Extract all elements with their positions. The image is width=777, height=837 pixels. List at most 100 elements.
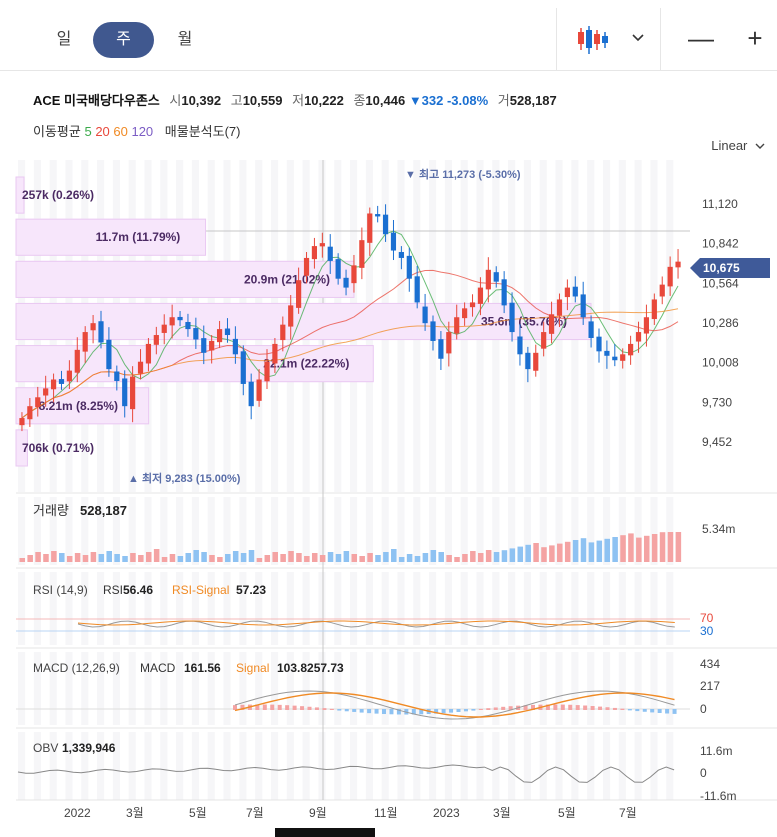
- obv-line: [17, 764, 675, 783]
- grid-stripe: [270, 497, 279, 565]
- indicator-legend[interactable]: 이동평균 5 20 60 120 매물분석도(7): [33, 121, 241, 140]
- grid-stripe: [365, 572, 373, 645]
- grid-stripe: [18, 160, 26, 492]
- macd-tick: 0: [700, 702, 707, 716]
- candle: [98, 321, 104, 343]
- grid-stripe: [508, 572, 516, 645]
- candle: [651, 299, 657, 320]
- scroll-handle[interactable]: [275, 828, 375, 837]
- grid-stripe: [223, 652, 231, 725]
- grid-stripe: [444, 497, 452, 565]
- candle: [296, 280, 302, 308]
- volume-bar: [169, 554, 176, 562]
- volume-bar: [557, 543, 563, 562]
- chart-type-dropdown[interactable]: [570, 22, 650, 58]
- grid-stripe: [49, 652, 57, 725]
- macd-histogram-bar: [605, 707, 610, 710]
- grid-stripe: [397, 732, 405, 800]
- tab-day[interactable]: 일: [56, 31, 72, 48]
- grid-stripe: [650, 497, 658, 565]
- grid-stripe: [476, 160, 484, 492]
- volume-bar: [533, 543, 539, 562]
- volume-bar: [145, 552, 152, 562]
- grid-stripe: [65, 497, 73, 565]
- grid-stripe: [334, 652, 342, 725]
- macd-tick: 217: [700, 679, 720, 693]
- macd-histogram-bar: [285, 705, 290, 710]
- volume-bar: [225, 554, 231, 562]
- volume-bar: [335, 554, 342, 562]
- volume-profile-bar: [15, 302, 592, 341]
- grid-stripe: [523, 572, 532, 645]
- candle: [454, 317, 460, 334]
- grid-stripe: [97, 572, 105, 645]
- candle: [628, 343, 634, 356]
- candle: [288, 305, 294, 327]
- grid-stripe: [255, 497, 263, 565]
- grid-stripe: [144, 732, 152, 800]
- macd-histogram-bar: [575, 705, 580, 710]
- grid-stripe: [460, 572, 468, 645]
- grid-stripe: [128, 732, 136, 800]
- macd-title: MACD (12,26,9): [33, 661, 120, 675]
- grid-stripe: [334, 732, 342, 800]
- macd-histogram-bar: [255, 704, 260, 710]
- volume-bar: [477, 553, 484, 562]
- x-axis-label: 2022: [64, 806, 91, 820]
- grid-stripe: [207, 497, 215, 565]
- macd-histogram-bar: [560, 704, 565, 710]
- obv-tick: -11.6m: [700, 789, 736, 803]
- grid-stripe: [460, 160, 468, 492]
- volume-bar: [59, 553, 65, 562]
- grid-stripe: [476, 497, 484, 565]
- grid-stripe: [539, 572, 547, 645]
- grid-stripe: [65, 652, 73, 725]
- grid-stripe: [634, 497, 642, 565]
- candle: [224, 328, 231, 336]
- grid-stripe: [602, 497, 611, 565]
- volume-bar: [454, 557, 460, 562]
- volume-bar: [406, 554, 413, 562]
- volume-bar: [209, 555, 215, 562]
- grid-stripe: [444, 572, 452, 645]
- volume-bar: [351, 554, 358, 562]
- tab-week[interactable]: 주: [93, 22, 154, 58]
- scale-toggle[interactable]: Linear: [711, 138, 765, 153]
- volume-bar: [564, 541, 571, 562]
- grid-stripe: [318, 732, 326, 800]
- grid-stripe: [33, 160, 41, 492]
- candle: [643, 317, 650, 334]
- x-axis-label: 3월: [493, 806, 511, 820]
- grid-stripe: [508, 652, 516, 725]
- candle: [430, 321, 436, 341]
- grid-stripe: [650, 732, 658, 800]
- grid-stripe: [223, 572, 231, 645]
- volume-bar: [74, 553, 81, 562]
- candle: [438, 339, 444, 359]
- macd-histogram-bar: [247, 704, 252, 710]
- grid-stripe: [350, 497, 358, 565]
- candle: [667, 266, 673, 287]
- price-tick: 10,008: [702, 356, 739, 370]
- tab-month[interactable]: 월: [177, 31, 193, 48]
- candle: [351, 265, 357, 284]
- macd-histogram-bar: [441, 709, 446, 714]
- volume-axis-max: 5.34m: [702, 522, 735, 536]
- macd-histogram-bar: [642, 709, 647, 712]
- volume-profile-label: 22.1m (22.22%): [263, 357, 349, 371]
- grid-stripe: [49, 732, 57, 800]
- macd-histogram-bar: [598, 706, 603, 710]
- volume-bar: [161, 557, 168, 562]
- grid-stripe: [49, 160, 57, 492]
- grid-stripe: [618, 652, 626, 725]
- grid-stripe: [492, 160, 500, 492]
- volume-profile-bar: [15, 429, 28, 467]
- x-axis-label: 5월: [558, 806, 576, 820]
- grid-stripe: [476, 652, 484, 725]
- grid-stripe: [176, 652, 184, 725]
- zoom-in-button[interactable]: +: [747, 23, 763, 53]
- volume-bar: [90, 552, 97, 562]
- volume-bar: [438, 552, 444, 562]
- candle: [90, 323, 96, 331]
- zoom-out-button[interactable]: —: [688, 23, 714, 53]
